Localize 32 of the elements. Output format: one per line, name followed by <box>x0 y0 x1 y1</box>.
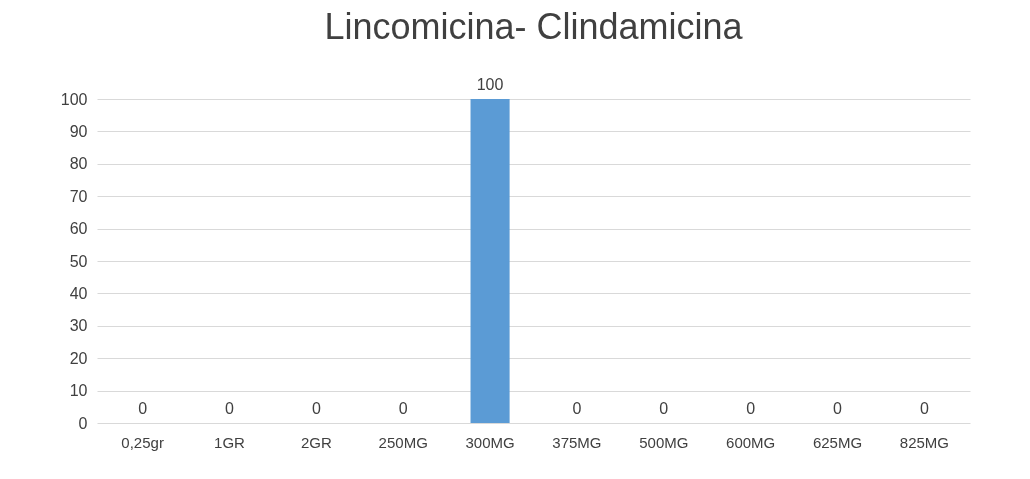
x-tick-label: 600MG <box>726 433 776 451</box>
y-tick-label: 0 <box>78 414 88 432</box>
y-tick-label: 20 <box>69 349 88 367</box>
y-tick-label: 100 <box>60 90 88 108</box>
data-label: 0 <box>138 400 148 417</box>
data-label: 0 <box>225 400 235 417</box>
data-label: 0 <box>572 400 582 417</box>
x-tick-label: 375MG <box>552 433 602 451</box>
data-label: 0 <box>311 400 321 417</box>
x-tick-label: 250MG <box>378 433 428 451</box>
x-tick-label: 300MG <box>465 433 515 451</box>
y-tick-label: 30 <box>69 317 88 335</box>
data-label: 0 <box>659 400 669 417</box>
x-tick-label: 625MG <box>812 433 863 451</box>
x-tick-label: 500MG <box>639 433 689 451</box>
y-tick-label: 60 <box>69 220 88 238</box>
data-label: 100 <box>476 76 504 93</box>
x-tick-label: 825MG <box>899 433 949 451</box>
chart-title: Lincomicina- Clindamicina <box>324 6 744 47</box>
data-label: 0 <box>398 400 408 417</box>
y-tick-label: 50 <box>69 252 88 270</box>
x-tick-label: 1GR <box>214 433 246 451</box>
x-tick-label: 2GR <box>300 433 332 451</box>
y-tick-label: 70 <box>69 187 88 205</box>
data-label: 0 <box>919 400 929 417</box>
y-tick-label: 10 <box>69 382 88 400</box>
y-tick-label: 40 <box>69 284 88 302</box>
y-tick-label: 90 <box>69 122 88 140</box>
y-tick-label: 80 <box>69 155 88 173</box>
data-label: 0 <box>746 400 756 417</box>
x-tick-label: 0,25gr <box>121 433 164 451</box>
data-label: 0 <box>833 400 843 417</box>
